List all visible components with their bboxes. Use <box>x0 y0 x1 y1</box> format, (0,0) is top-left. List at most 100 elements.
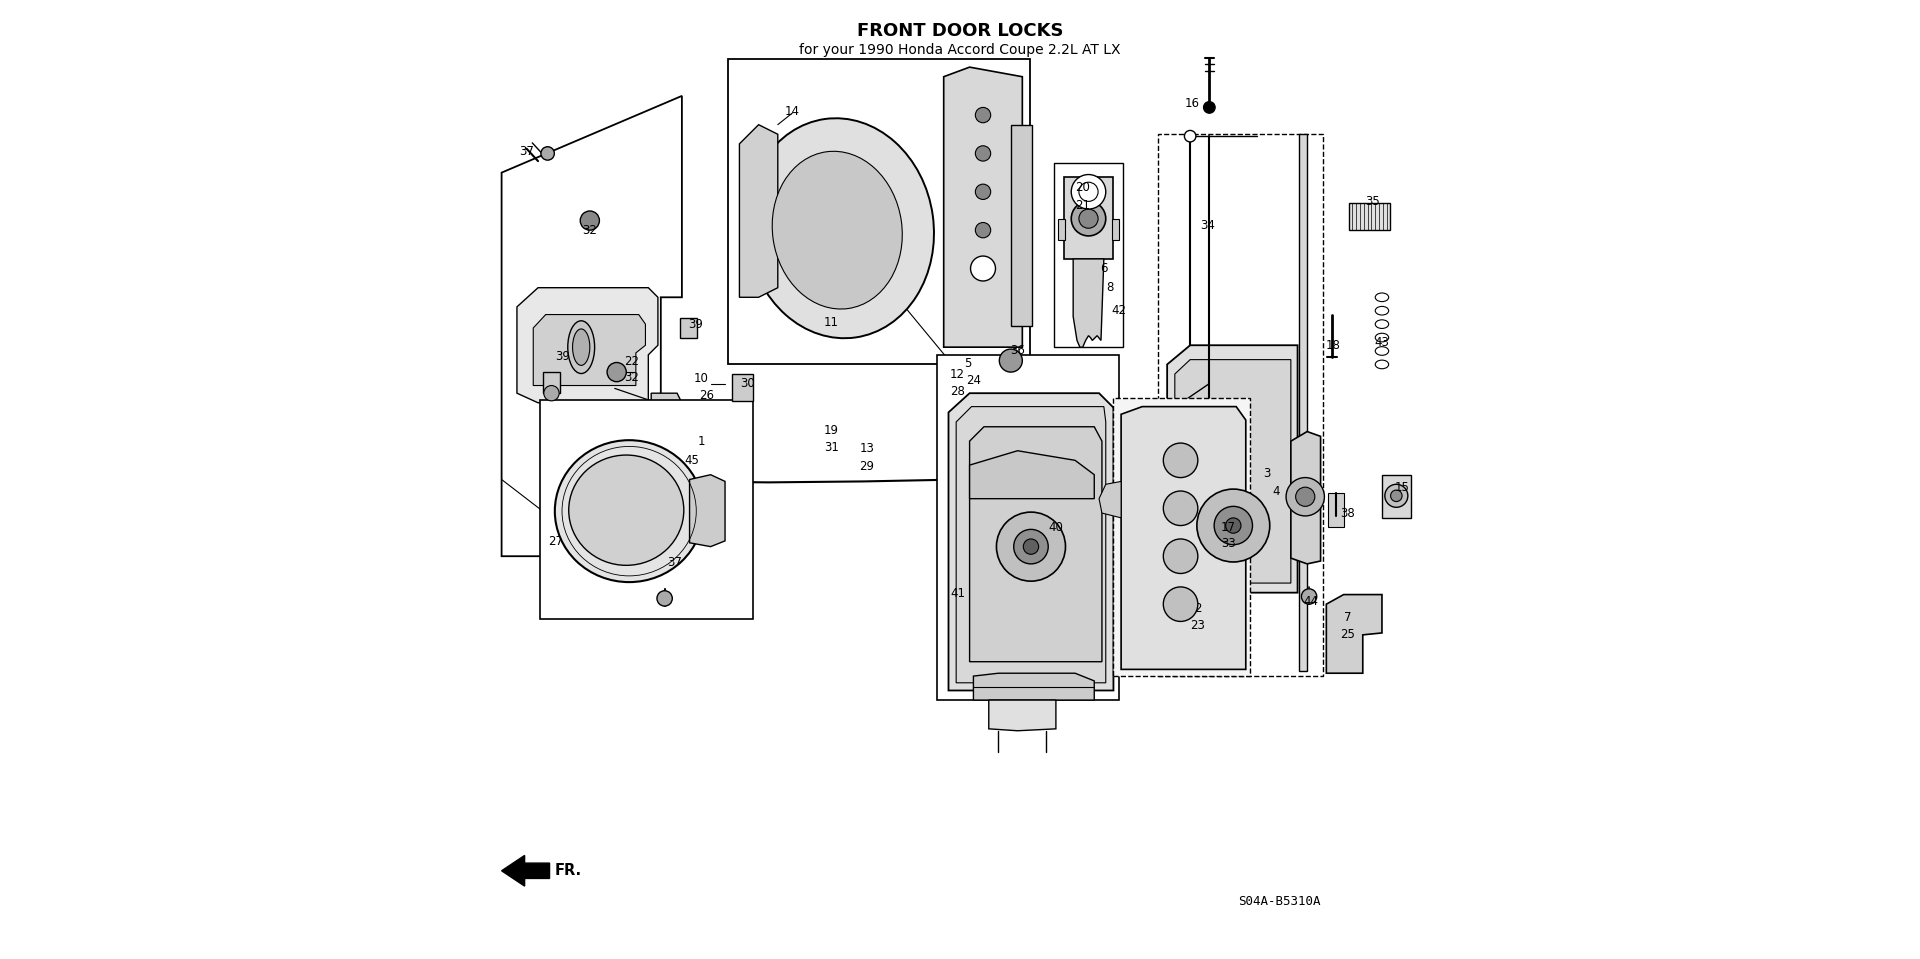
Bar <box>680 318 697 338</box>
Text: 14: 14 <box>785 105 799 118</box>
Polygon shape <box>516 288 659 403</box>
Text: S04A-B5310A: S04A-B5310A <box>1238 895 1321 908</box>
Polygon shape <box>1327 595 1382 673</box>
Bar <box>1350 203 1390 230</box>
Bar <box>543 372 561 393</box>
Circle shape <box>1014 529 1048 564</box>
Text: 25: 25 <box>1340 628 1356 642</box>
Bar <box>540 400 753 619</box>
Circle shape <box>657 591 672 606</box>
Polygon shape <box>501 96 682 556</box>
Text: 32: 32 <box>582 223 597 237</box>
Text: 12: 12 <box>950 367 964 381</box>
Circle shape <box>1213 506 1252 545</box>
Circle shape <box>1390 490 1402 502</box>
Text: 22: 22 <box>624 355 639 368</box>
Ellipse shape <box>1375 360 1388 368</box>
Polygon shape <box>1167 345 1298 593</box>
Circle shape <box>1302 589 1317 604</box>
Circle shape <box>1164 491 1198 526</box>
Text: 6: 6 <box>1100 262 1108 275</box>
Circle shape <box>1164 539 1198 573</box>
Text: 5: 5 <box>964 357 972 370</box>
Text: 34: 34 <box>1200 219 1215 232</box>
Text: 42: 42 <box>1112 304 1127 317</box>
Text: 36: 36 <box>1010 343 1025 357</box>
Text: 24: 24 <box>966 374 981 387</box>
Bar <box>1112 219 1119 240</box>
Circle shape <box>970 256 995 281</box>
Circle shape <box>1286 478 1325 516</box>
Text: 37: 37 <box>518 145 534 158</box>
Circle shape <box>1071 175 1106 209</box>
Text: 16: 16 <box>1185 97 1200 110</box>
Text: 41: 41 <box>950 587 966 600</box>
Ellipse shape <box>572 329 589 365</box>
Circle shape <box>996 512 1066 581</box>
Text: 33: 33 <box>1221 537 1236 550</box>
Polygon shape <box>689 475 726 547</box>
Circle shape <box>1196 489 1269 562</box>
Circle shape <box>1071 201 1106 236</box>
Text: 19: 19 <box>824 424 839 437</box>
Ellipse shape <box>568 320 595 373</box>
Bar <box>1300 134 1308 671</box>
Ellipse shape <box>555 440 703 582</box>
Polygon shape <box>1010 125 1031 326</box>
Polygon shape <box>1175 360 1290 583</box>
Circle shape <box>1164 443 1198 478</box>
Text: FR.: FR. <box>555 863 582 878</box>
Text: 9: 9 <box>747 237 755 250</box>
Circle shape <box>1079 182 1098 201</box>
Text: 28: 28 <box>950 385 964 398</box>
Ellipse shape <box>747 118 933 339</box>
Text: 37: 37 <box>666 556 682 570</box>
Text: 23: 23 <box>1190 619 1206 632</box>
Text: 26: 26 <box>699 388 714 402</box>
Text: 2: 2 <box>1194 602 1202 616</box>
Polygon shape <box>739 125 778 297</box>
Text: 32: 32 <box>624 371 639 385</box>
Bar <box>1329 493 1344 527</box>
Text: 10: 10 <box>693 372 708 386</box>
Polygon shape <box>1098 481 1121 518</box>
Polygon shape <box>1167 403 1202 436</box>
Polygon shape <box>945 67 1021 347</box>
Circle shape <box>543 386 559 401</box>
Circle shape <box>1185 130 1196 142</box>
Text: 17: 17 <box>1221 521 1236 534</box>
Text: 31: 31 <box>824 441 839 455</box>
Text: for your 1990 Honda Accord Coupe 2.2L AT LX: for your 1990 Honda Accord Coupe 2.2L AT… <box>799 43 1121 57</box>
Ellipse shape <box>1375 306 1388 315</box>
Bar <box>728 59 1029 364</box>
Bar <box>1114 398 1250 676</box>
Ellipse shape <box>568 456 684 566</box>
Polygon shape <box>956 407 1106 683</box>
Bar <box>1382 475 1411 518</box>
Text: FRONT DOOR LOCKS: FRONT DOOR LOCKS <box>856 22 1064 39</box>
Ellipse shape <box>1375 292 1388 301</box>
Ellipse shape <box>772 152 902 309</box>
Text: 39: 39 <box>687 317 703 331</box>
Polygon shape <box>1135 441 1167 499</box>
Circle shape <box>998 349 1021 372</box>
Circle shape <box>975 107 991 123</box>
Circle shape <box>1204 102 1215 113</box>
Polygon shape <box>1290 432 1321 564</box>
Text: 39: 39 <box>555 350 570 363</box>
Text: 27: 27 <box>547 535 563 549</box>
Text: 29: 29 <box>860 459 874 473</box>
Text: 30: 30 <box>739 377 755 390</box>
Polygon shape <box>651 393 682 441</box>
Circle shape <box>1164 587 1198 621</box>
Polygon shape <box>534 315 645 386</box>
Circle shape <box>975 146 991 161</box>
Text: 7: 7 <box>1344 611 1352 624</box>
Bar <box>937 355 1119 700</box>
Text: 1: 1 <box>697 434 705 448</box>
Circle shape <box>541 147 555 160</box>
Text: 38: 38 <box>1340 506 1356 520</box>
Text: 21: 21 <box>1075 199 1091 212</box>
Ellipse shape <box>1375 319 1388 328</box>
Text: 15: 15 <box>1394 480 1409 494</box>
